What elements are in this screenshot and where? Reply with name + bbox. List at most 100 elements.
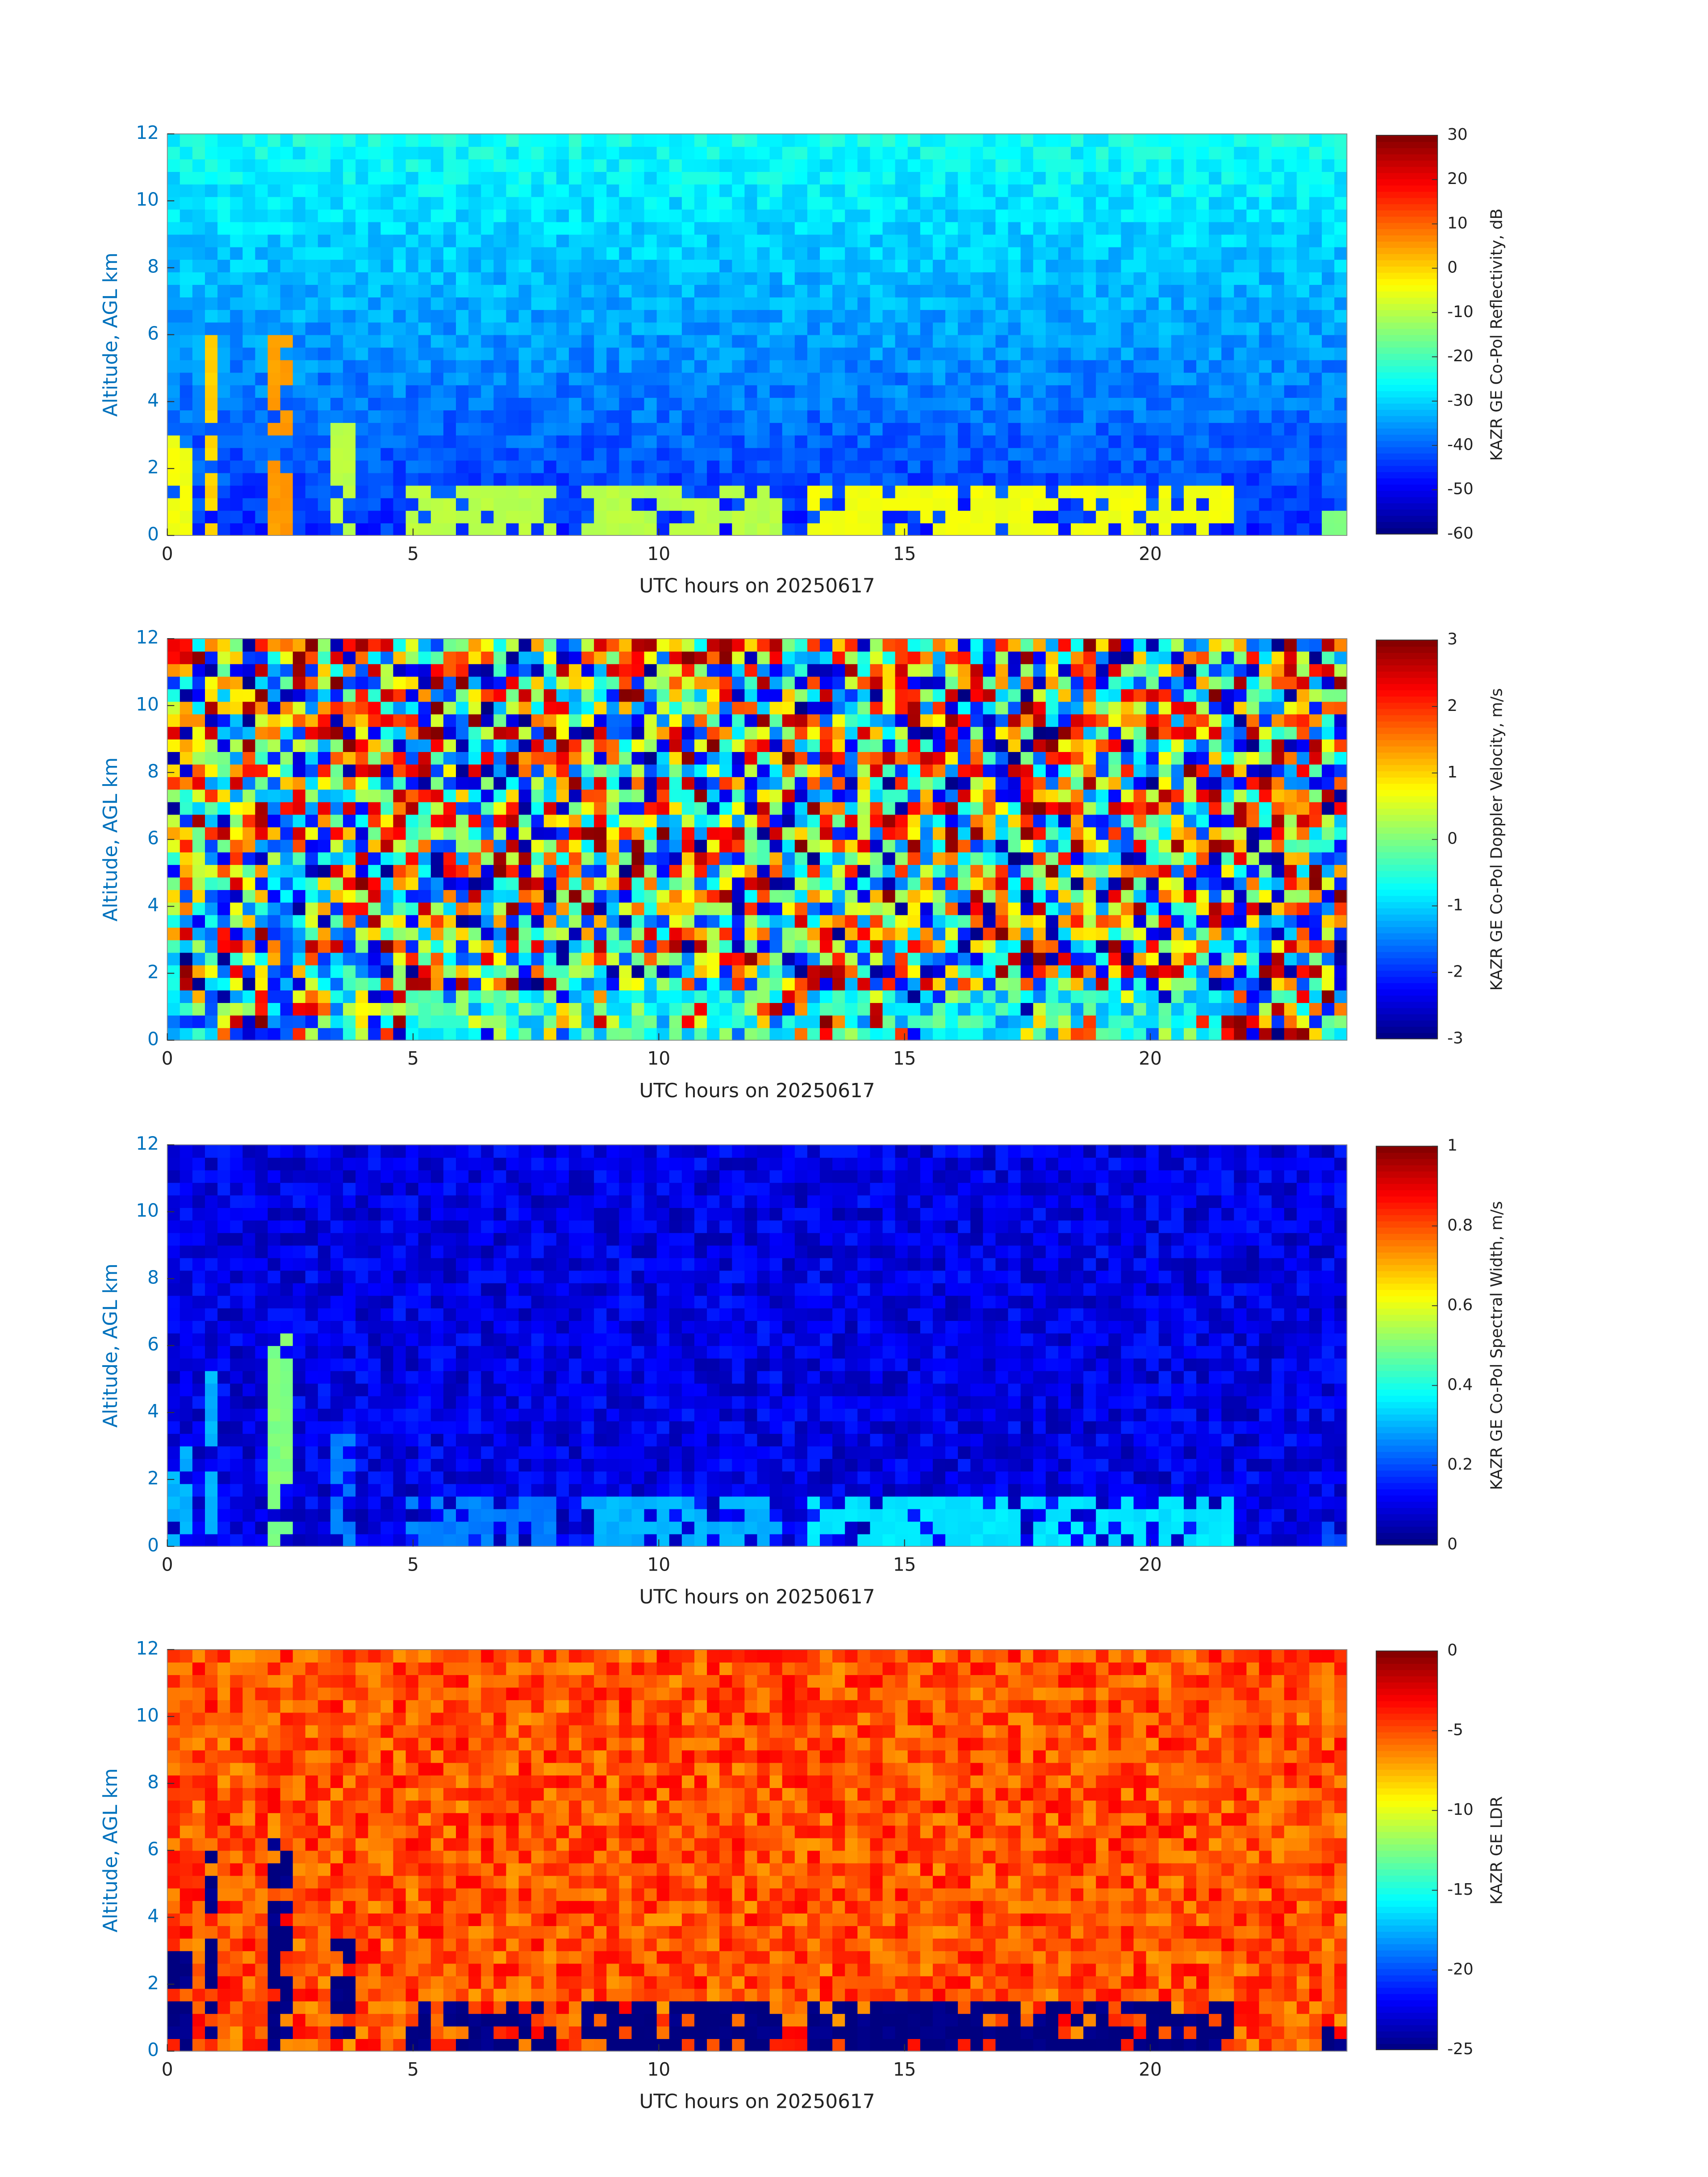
- heatmap-cell: [556, 676, 569, 689]
- y-tick-label: 6: [147, 322, 159, 344]
- heatmap-cell: [732, 639, 745, 652]
- heatmap-cell: [1309, 372, 1323, 385]
- heatmap-cell: [330, 159, 344, 172]
- heatmap: [167, 639, 1348, 1041]
- heatmap-cell: [631, 927, 645, 940]
- heatmap-cell: [443, 739, 456, 752]
- heatmap-cell: [1045, 460, 1059, 473]
- heatmap-cell: [317, 890, 331, 903]
- heatmap-cell: [794, 134, 808, 147]
- heatmap-cell: [418, 397, 431, 410]
- heatmap-cell: [1284, 196, 1297, 210]
- heatmap-cell: [907, 447, 921, 461]
- heatmap-cell: [845, 777, 858, 790]
- heatmap-cell: [267, 990, 281, 1003]
- heatmap-cell: [1071, 309, 1084, 323]
- heatmap-cell: [217, 1015, 231, 1028]
- heatmap-cell: [882, 965, 896, 978]
- heatmap-cell: [305, 977, 318, 990]
- heatmap-cell: [167, 297, 180, 310]
- heatmap-cell: [230, 814, 243, 827]
- heatmap-cell: [217, 701, 231, 715]
- heatmap-cell: [568, 852, 582, 865]
- heatmap-cell: [1284, 372, 1297, 385]
- heatmap-cell: [568, 497, 582, 511]
- heatmap-cell: [242, 915, 256, 928]
- heatmap-cell: [958, 322, 971, 335]
- heatmap-cell: [719, 877, 733, 890]
- x-axis-label: UTC hours on 20250617: [639, 575, 875, 598]
- heatmap-cell: [1234, 347, 1247, 360]
- heatmap-cell: [230, 877, 243, 890]
- heatmap-cell: [882, 510, 896, 523]
- heatmap-cell: [267, 447, 281, 461]
- heatmap-cell: [757, 689, 770, 702]
- heatmap-cell: [1221, 322, 1235, 335]
- heatmap-cell: [832, 852, 846, 865]
- colorbar-step: [1376, 259, 1438, 267]
- heatmap-cell: [217, 334, 231, 348]
- heatmap-cell: [1008, 347, 1021, 360]
- heatmap-cell: [581, 171, 595, 185]
- heatmap-cell: [782, 410, 795, 423]
- heatmap-cell: [719, 1003, 733, 1016]
- heatmap-cell: [280, 965, 293, 978]
- heatmap-cell: [267, 952, 281, 965]
- heatmap-cell: [744, 676, 758, 689]
- heatmap-cell: [317, 864, 331, 877]
- heatmap-cell: [1058, 209, 1071, 222]
- heatmap-cell: [1209, 134, 1222, 147]
- heatmap-cell: [594, 651, 607, 664]
- heatmap-cell: [317, 234, 331, 247]
- heatmap-cell: [669, 714, 682, 727]
- heatmap-cell: [1058, 472, 1071, 486]
- heatmap-cell: [443, 752, 456, 765]
- heatmap-cell: [619, 664, 632, 677]
- heatmap-cell: [732, 196, 745, 210]
- heatmap-cell: [1071, 397, 1084, 410]
- heatmap-cell: [1033, 159, 1046, 172]
- heatmap-cell: [644, 422, 657, 436]
- heatmap-cell: [531, 764, 544, 777]
- heatmap-cell: [970, 221, 984, 235]
- heatmap-cell: [192, 864, 205, 877]
- heatmap-cell: [418, 664, 431, 677]
- heatmap-cell: [832, 739, 846, 752]
- heatmap-cell: [418, 1028, 431, 1041]
- heatmap-cell: [255, 410, 268, 423]
- heatmap-cell: [744, 726, 758, 740]
- heatmap-cell: [594, 510, 607, 523]
- heatmap-cell: [493, 689, 507, 702]
- heatmap-cell: [380, 460, 394, 473]
- heatmap-cell: [456, 510, 469, 523]
- heatmap-cell: [945, 460, 959, 473]
- heatmap-cell: [1259, 221, 1272, 235]
- heatmap-cell: [242, 789, 256, 802]
- heatmap-cell: [430, 422, 444, 436]
- heatmap-cell: [832, 497, 846, 511]
- heatmap-cell: [644, 334, 657, 348]
- heatmap-cell: [1284, 522, 1297, 536]
- heatmap-cell: [1171, 447, 1184, 461]
- heatmap-cell: [1133, 259, 1147, 272]
- heatmap-cell: [707, 990, 720, 1003]
- heatmap-cell: [719, 940, 733, 953]
- heatmap-cell: [769, 435, 783, 448]
- heatmap-cell: [832, 940, 846, 953]
- heatmap-cell: [594, 689, 607, 702]
- heatmap-cell: [405, 827, 419, 840]
- heatmap-cell: [518, 309, 532, 323]
- heatmap-cell: [443, 359, 456, 373]
- heatmap-cell: [807, 297, 820, 310]
- heatmap-cell: [594, 247, 607, 260]
- heatmap-cell: [518, 752, 532, 765]
- heatmap-cell: [518, 827, 532, 840]
- heatmap-cell: [217, 460, 231, 473]
- heatmap-cell: [820, 902, 833, 915]
- heatmap-cell: [1309, 184, 1323, 197]
- heatmap-cell: [393, 1003, 406, 1016]
- heatmap-cell: [606, 359, 620, 373]
- colorbar-step: [1376, 522, 1438, 528]
- heatmap-cell: [255, 460, 268, 473]
- heatmap-cell: [744, 347, 758, 360]
